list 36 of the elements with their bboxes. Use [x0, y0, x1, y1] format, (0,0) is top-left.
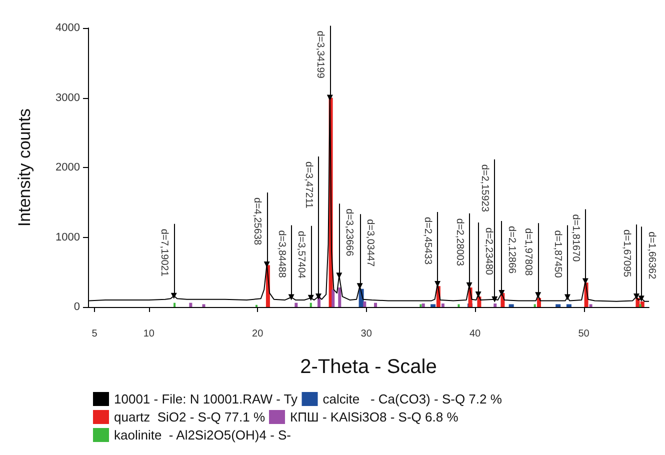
x-tick-label: 20	[252, 328, 264, 340]
annotation: d=7,19021	[158, 228, 170, 277]
annotation: d=3,03447	[364, 219, 376, 268]
annotation: d=2,23480	[482, 227, 494, 276]
y-tick-label: 3000	[56, 92, 80, 104]
annotation: d=3,84488	[276, 230, 287, 278]
x-tick-label: 50	[578, 328, 590, 340]
y-tick-label: 2000	[56, 162, 80, 174]
legend-label: calcite - Ca(CO3) - S-Q 7.2 %	[322, 392, 502, 406]
annotation: d=3,34199	[314, 30, 326, 79]
annotation: d=1,67095	[620, 230, 632, 278]
annotation: d=2,45433	[422, 216, 434, 265]
x-tick-label: 10	[143, 328, 155, 340]
annotation: d=1,97808	[522, 228, 534, 276]
annotation: d=2,12866	[506, 226, 518, 274]
y-tick-label: 0	[74, 301, 80, 313]
x-tick-label: 40	[469, 328, 482, 340]
x-axis-title: 2-Theta - Scale	[300, 356, 437, 378]
annotation: d=3,47211	[302, 162, 314, 209]
annotation: d=1,87450	[552, 230, 563, 278]
annotation: d=3,57404	[295, 230, 306, 279]
y-tick-label: 1000	[56, 231, 80, 244]
legend-label: КПШ - KAlSi3O8 - S-Q 6.8 %	[290, 410, 459, 424]
annotation: d=1,66362	[646, 232, 657, 280]
annotation: d=2,15923	[479, 164, 490, 212]
annotation: d=2,28003	[454, 218, 465, 266]
y-axis-title: Intensity counts	[15, 108, 34, 227]
annotation: d=1,81670	[570, 214, 581, 262]
x-tick-label: 5	[92, 328, 98, 340]
annotation: d=4,25638	[251, 197, 262, 246]
legend-label: quartz SiO2 - S-Q 77.1 %	[114, 410, 266, 424]
annotation: d=3,23666	[344, 208, 355, 257]
legend-label: kaolinite - Al2Si2O5(OH)4 - S-	[114, 428, 292, 442]
y-tick-label: 4000	[56, 22, 80, 34]
legend-label: 10001 - File: N 10001.RAW - Ty	[114, 392, 298, 406]
x-tick-label: 30	[360, 328, 372, 340]
